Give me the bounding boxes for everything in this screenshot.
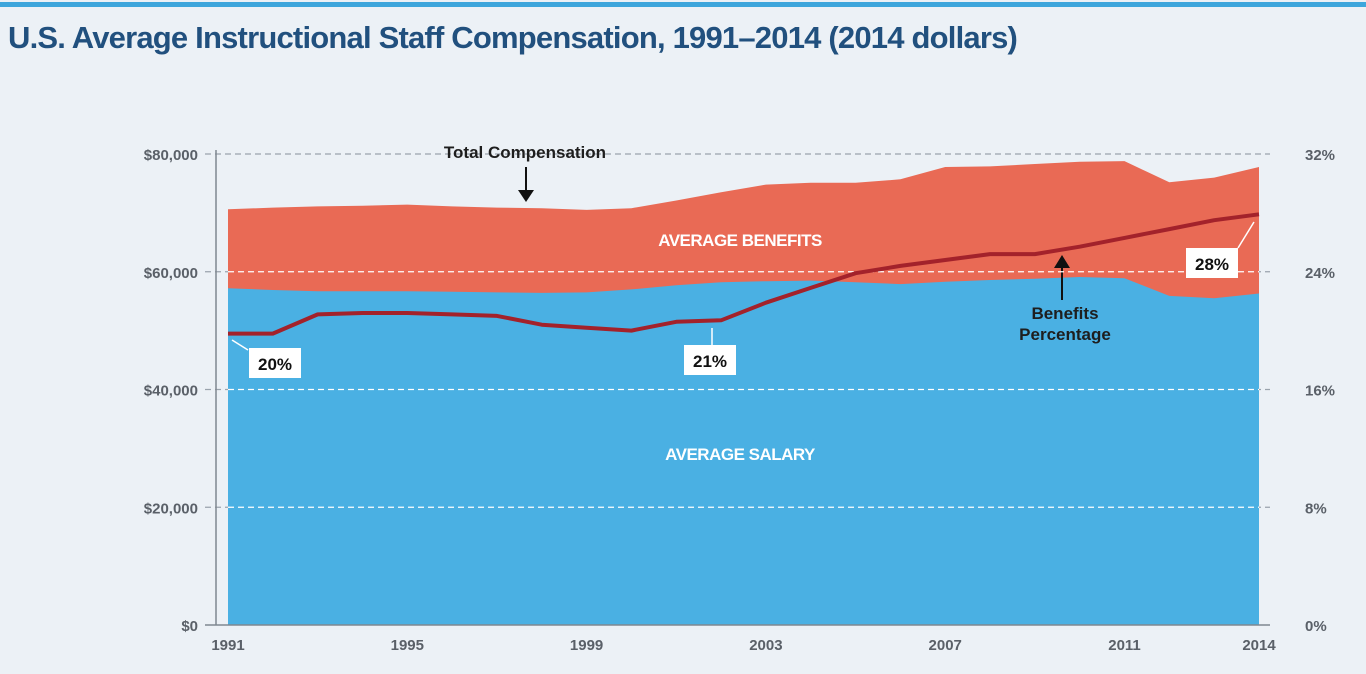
benefits-percentage-arrow-head [1054, 255, 1070, 268]
pct-callout-2014: 28% [1186, 221, 1255, 278]
gridlines-over-area [228, 271, 1259, 508]
y-tick-left-label: $60,000 [144, 265, 198, 282]
pct-callout-1991-box [249, 348, 301, 378]
series-benefits-percentage-line [228, 212, 1260, 336]
y-tick-left-label: $40,000 [144, 383, 198, 400]
benefits-percentage-label-line1: Benefits [1031, 304, 1098, 323]
y-tick-right-label: 32% [1305, 147, 1335, 164]
y-tick-right-label: 16% [1305, 383, 1335, 400]
area-series [228, 161, 1259, 625]
pct-callout-2014-leader [1237, 221, 1255, 249]
annotations: Total Compensation AVERAGE BENEFITS AVERAG… [231, 143, 1255, 464]
y-tick-left-label: $80,000 [144, 147, 198, 164]
pct-callout-1991: 20% [231, 339, 301, 378]
x-tick-label: 2014 [1242, 637, 1276, 654]
x-tick-label: 2011 [1108, 637, 1141, 654]
benefits-percentage-line-group [228, 212, 1260, 336]
pct-callout-2003-box [684, 345, 736, 375]
pct-callout-2003: 21% [684, 328, 736, 375]
y-tick-left-label: $0 [181, 618, 198, 635]
y-tick-right-label: 0% [1305, 618, 1327, 635]
chart-title: U.S. Average Instructional Staff Compens… [8, 20, 1018, 55]
x-tick-label: 1991 [211, 637, 244, 654]
pct-callout-1991-leader [231, 339, 249, 351]
series-average-salary-area [228, 277, 1259, 625]
pct-callout-2014-box [1186, 248, 1238, 278]
average-salary-label: AVERAGE SALARY [665, 445, 816, 464]
pct-callout-2003-text: 21% [693, 352, 727, 371]
total-compensation-label: Total Compensation [444, 143, 606, 162]
total-compensation-arrow-head [518, 190, 534, 202]
x-tick-label: 2003 [749, 637, 782, 654]
pct-callout-1991-text: 20% [258, 355, 292, 374]
axes: $0 $20,000 $40,000 $60,000 $80,000 0% 8% 16% 24%… [144, 147, 1335, 654]
pct-callout-2014-text: 28% [1195, 255, 1229, 274]
top-accent-rule [0, 2, 1366, 7]
x-tick-label: 1995 [391, 637, 424, 654]
x-tick-label: 2007 [929, 637, 962, 654]
benefits-percentage-label-line2: Percentage [1019, 325, 1111, 344]
average-benefits-label: AVERAGE BENEFITS [658, 231, 822, 250]
x-tick-label: 1999 [570, 637, 603, 654]
y-tick-right-label: 8% [1305, 500, 1327, 517]
y-tick-right-label: 24% [1305, 265, 1335, 282]
y-tick-left-label: $20,000 [144, 500, 198, 517]
